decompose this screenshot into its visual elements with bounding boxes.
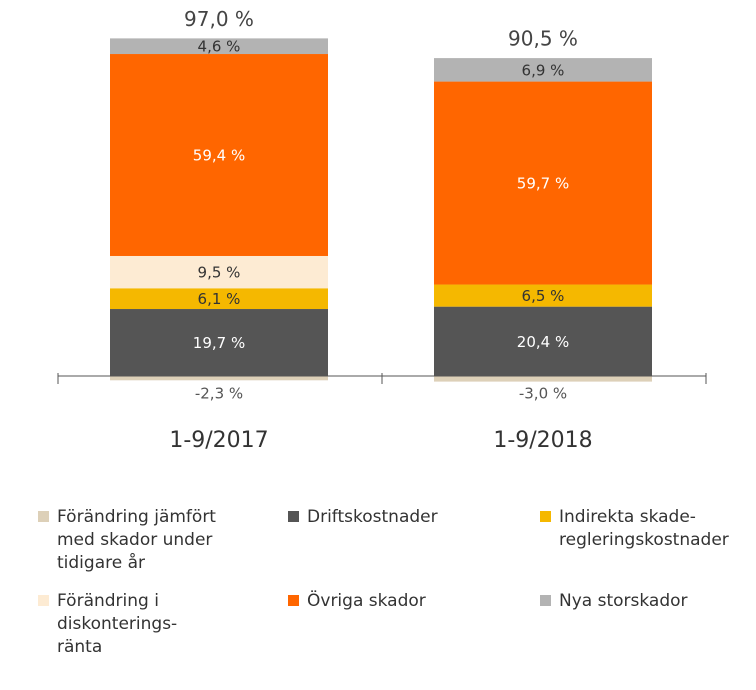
- bar-segment-drift: [434, 306, 652, 376]
- bar-segment-indirect: [434, 284, 652, 307]
- bar-segment-other: [110, 54, 328, 256]
- data-label: -3,0 %: [519, 385, 567, 403]
- x-tick-label: 1-9/2017: [169, 428, 268, 453]
- bar-segment-discount: [110, 255, 328, 289]
- data-label: 59,4 %: [193, 147, 245, 165]
- bar-segment-large: [110, 38, 328, 55]
- data-label: 9,5 %: [198, 264, 241, 282]
- data-label: 59,7 %: [517, 175, 569, 193]
- bar-segment-other: [434, 81, 652, 285]
- data-label: 4,6 %: [198, 38, 241, 56]
- bar-segment-change_prior: [110, 376, 328, 381]
- data-label: -2,3 %: [195, 385, 243, 403]
- data-label: 6,5 %: [522, 287, 565, 305]
- data-label: 6,9 %: [522, 61, 565, 79]
- total-label: 90,5 %: [508, 27, 578, 51]
- data-label: 20,4 %: [517, 333, 569, 351]
- x-tick-label: 1-9/2018: [493, 428, 592, 453]
- bar-segment-indirect: [110, 288, 328, 310]
- bar-segment-drift: [110, 309, 328, 376]
- bar-segment-change_prior: [434, 376, 652, 382]
- data-label: 19,7 %: [193, 334, 245, 352]
- bar-segment-large: [434, 58, 652, 82]
- data-label: 6,1 %: [198, 290, 241, 308]
- total-label: 97,0 %: [184, 7, 254, 31]
